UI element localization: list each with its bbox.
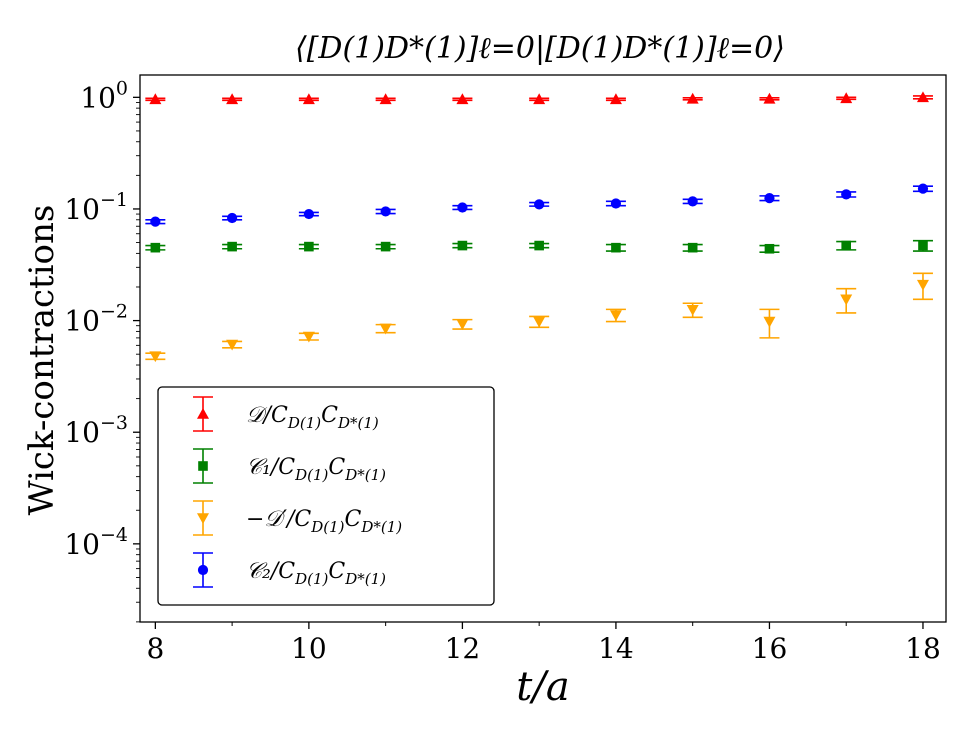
data-point xyxy=(379,323,392,335)
data-point xyxy=(304,241,314,252)
x-tick-label: 12 xyxy=(445,632,481,665)
legend-marker xyxy=(197,408,209,419)
data-point xyxy=(149,351,162,363)
legend-entry: −𝒟′/CD(1)CD*(1) xyxy=(193,500,402,536)
data-point xyxy=(226,339,239,351)
data-point xyxy=(534,240,544,251)
data-point xyxy=(917,183,929,194)
y-tick-label: 10−2 xyxy=(64,301,128,338)
data-point xyxy=(687,196,698,207)
data-point xyxy=(457,202,468,213)
data-point xyxy=(840,92,853,104)
data-point xyxy=(611,242,621,253)
data-point xyxy=(686,304,699,316)
legend-marker xyxy=(197,513,209,524)
data-point xyxy=(150,242,161,253)
x-axis-label: t/a xyxy=(516,664,569,710)
y-tick-label: 10−4 xyxy=(64,524,128,561)
x-tick-label: 14 xyxy=(598,632,634,665)
legend-box xyxy=(157,386,495,606)
data-point xyxy=(840,294,853,306)
data-point xyxy=(609,310,622,322)
data-point xyxy=(379,93,392,105)
y-tick-label: 100 xyxy=(80,77,128,114)
data-point xyxy=(763,316,776,328)
legend-entry: 𝒟/CD(1)CD*(1) xyxy=(193,396,379,432)
data-point xyxy=(841,189,852,200)
data-point xyxy=(609,93,622,105)
data-point xyxy=(150,216,161,227)
data-point xyxy=(303,208,314,220)
legend: 𝒟/CD(1)CD*(1) 𝒞₁/CD(1)CD*(1) −𝒟′/CD(1)CD*(… xyxy=(157,386,495,606)
y-axis-label: Wick-contractions xyxy=(22,205,62,516)
data-point xyxy=(916,91,929,103)
data-point xyxy=(227,212,238,224)
y-tick-label: 10−3 xyxy=(64,412,128,449)
data-point xyxy=(610,198,622,209)
data-point xyxy=(916,279,929,291)
data-point xyxy=(686,92,699,104)
data-point xyxy=(841,240,852,251)
data-point xyxy=(380,241,391,252)
data-point xyxy=(302,93,315,105)
data-point xyxy=(456,319,469,331)
series-2 xyxy=(145,239,933,254)
data-point xyxy=(764,243,775,254)
data-point xyxy=(918,240,928,251)
data-point xyxy=(533,93,546,105)
data-point xyxy=(764,193,775,204)
data-point xyxy=(380,206,391,217)
data-point xyxy=(533,316,546,328)
plot-area: 8 10 12 14 16 18 100 10−1 10−2 10−3 10−4 xyxy=(64,74,947,665)
y-tick-label: 10−1 xyxy=(64,189,128,226)
x-tick-label: 8 xyxy=(146,632,164,665)
plot-frame xyxy=(139,74,947,623)
data-point xyxy=(687,242,698,253)
data-point xyxy=(763,92,776,104)
data-point xyxy=(456,93,469,105)
legend-entry: 𝒞₁/CD(1)CD*(1) xyxy=(193,448,386,484)
series-4 xyxy=(145,183,933,227)
legend-entry: 𝒞₂/CD(1)CD*(1) xyxy=(193,552,386,588)
legend-label: 𝒞₂/CD(1)CD*(1) xyxy=(246,559,386,588)
legend-marker xyxy=(197,564,209,576)
data-point xyxy=(457,240,468,251)
data-point xyxy=(149,93,162,105)
series-1 xyxy=(145,91,933,105)
data-point xyxy=(226,93,239,105)
legend-label: −𝒟′/CD(1)CD*(1) xyxy=(246,507,402,536)
data-point xyxy=(534,199,545,210)
x-tick-label: 16 xyxy=(752,632,788,665)
data-point xyxy=(302,331,315,343)
x-tick-label: 10 xyxy=(291,632,327,665)
x-tick-label: 18 xyxy=(905,632,941,665)
legend-marker xyxy=(198,461,208,471)
series-3 xyxy=(145,272,933,363)
data-point xyxy=(227,241,237,252)
chart-title: ⟨[D(1)D*(1)]ℓ=0|[D(1)D*(1)]ℓ=0⟩ xyxy=(295,31,785,66)
legend-label: 𝒞₁/CD(1)CD*(1) xyxy=(246,455,386,484)
legend-label: 𝒟/CD(1)CD*(1) xyxy=(246,403,379,432)
